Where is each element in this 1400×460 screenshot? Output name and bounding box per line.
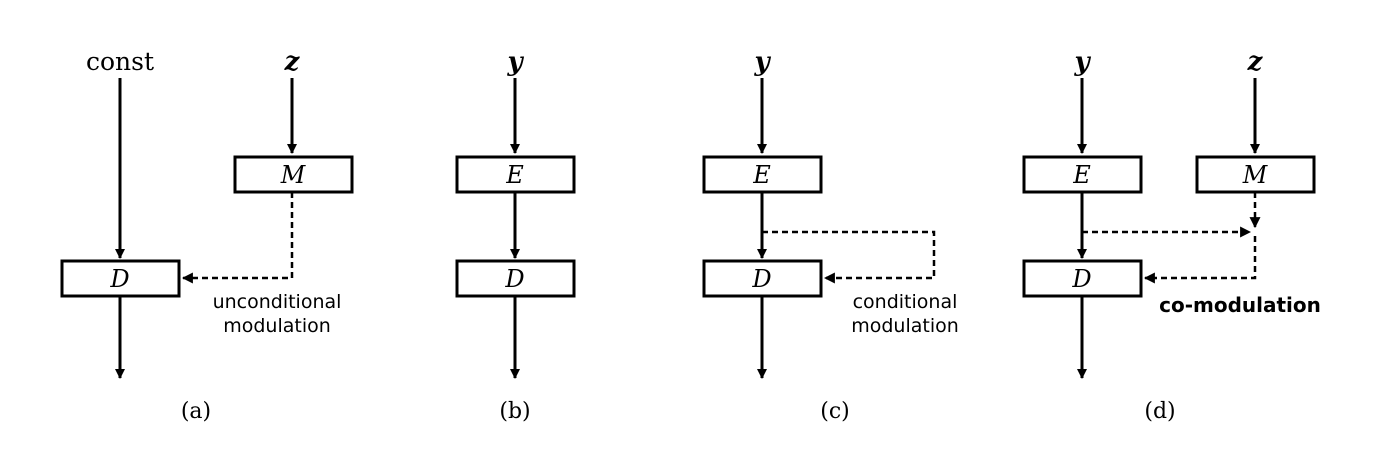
encoder-block [455, 155, 576, 194]
unconditional-label: unconditional [213, 291, 342, 313]
encoder-block-label: E [752, 161, 771, 189]
caption-a: (a) [181, 399, 211, 424]
co-modulation-arrow [1143, 236, 1257, 284]
decoder-block [455, 259, 576, 298]
y-input-label: y [1073, 47, 1091, 77]
conditional-modulation-arrow [762, 230, 936, 284]
encoder-block-label: E [1072, 161, 1091, 189]
conditional-label: conditional [853, 291, 958, 313]
modulation-label: modulation [851, 315, 959, 337]
panel-a: const z M D unconditional modulation (a) [60, 47, 354, 424]
caption-b: (b) [499, 399, 530, 424]
caption-d: (d) [1144, 399, 1175, 424]
decoder-block [1022, 259, 1143, 298]
encoder-block [1022, 155, 1143, 194]
y-input-label: y [506, 47, 524, 77]
mapping-block-label: M [1242, 161, 1269, 189]
decoder-block-label: D [504, 265, 524, 293]
decoder-block-label: D [751, 265, 771, 293]
z-input-label: z [284, 47, 301, 77]
mapping-block-label: M [280, 161, 307, 189]
decoder-block-label: D [1071, 265, 1091, 293]
y-input-label: y [753, 47, 771, 77]
panel-d: y z E M D co-modulation (d) [1022, 47, 1321, 424]
decoder-block [702, 259, 823, 298]
panel-b: y E D (b) [455, 47, 576, 424]
decoder-block-label: D [109, 265, 129, 293]
unconditional-modulation-arrow [181, 192, 294, 284]
z-input-label: z [1247, 47, 1264, 77]
panel-c: y E D conditional modulation (c) [702, 47, 959, 424]
caption-c: (c) [820, 399, 850, 424]
const-input-label: const [86, 47, 154, 76]
encoder-block-label: E [505, 161, 524, 189]
encoder-block [702, 155, 823, 194]
modulation-label: modulation [223, 315, 331, 337]
mapping-block [233, 155, 354, 194]
decoder-block [60, 259, 181, 298]
co-modulation-label: co-modulation [1159, 293, 1321, 317]
